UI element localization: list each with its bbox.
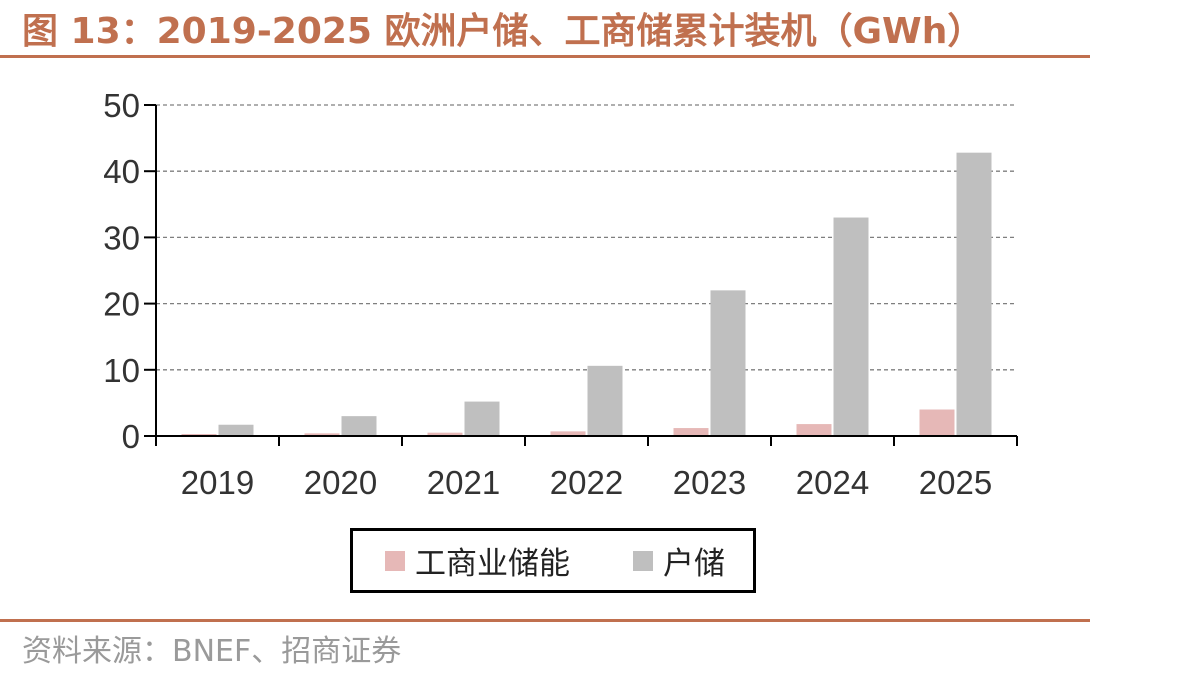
- bar-commercial-2020: [304, 433, 340, 436]
- y-tick-label: 0: [122, 418, 140, 455]
- bar-household-2023: [710, 290, 746, 436]
- bar-commercial-2024: [796, 424, 832, 436]
- source-note: 资料来源：BNEF、招商证券: [22, 634, 402, 669]
- legend-item-household: 户储: [633, 531, 725, 590]
- y-tick-label: 40: [103, 153, 140, 190]
- legend-label-commercial: 工商业储能: [415, 546, 570, 582]
- legend-label-household: 户储: [663, 546, 725, 582]
- bar-commercial-2023: [673, 428, 709, 436]
- bar-household-2019: [218, 424, 254, 436]
- y-tick-label: 30: [103, 219, 140, 256]
- bottom-divider: [0, 619, 1090, 622]
- legend-item-commercial: 工商业储能: [385, 531, 570, 590]
- bar-commercial-2022: [550, 431, 586, 436]
- y-tick-label: 10: [103, 352, 140, 389]
- x-tick-label: 2019: [181, 464, 254, 501]
- chart-legend: 工商业储能 户储: [350, 528, 756, 593]
- bar-commercial-2021: [427, 432, 463, 436]
- x-tick-label: 2024: [796, 464, 869, 501]
- x-tick-label: 2022: [550, 464, 623, 501]
- legend-swatch-commercial: [385, 550, 405, 571]
- x-tick-label: 2020: [304, 464, 377, 501]
- x-tick-label: 2025: [919, 464, 992, 501]
- y-tick-label: 20: [103, 286, 140, 323]
- figure-title: 图 13：2019-2025 欧洲户储、工商储累计装机（GWh）: [22, 11, 984, 52]
- x-tick-label: 2021: [427, 464, 500, 501]
- bar-household-2020: [341, 416, 377, 436]
- x-tick-label: 2023: [673, 464, 746, 501]
- bar-household-2025: [956, 152, 992, 436]
- bar-household-2022: [587, 365, 623, 436]
- y-tick-label: 50: [103, 87, 140, 124]
- bar-household-2021: [464, 401, 500, 436]
- legend-swatch-household: [633, 550, 653, 571]
- top-divider: [0, 55, 1090, 58]
- bar-household-2024: [833, 217, 869, 436]
- bar-commercial-2025: [919, 409, 955, 436]
